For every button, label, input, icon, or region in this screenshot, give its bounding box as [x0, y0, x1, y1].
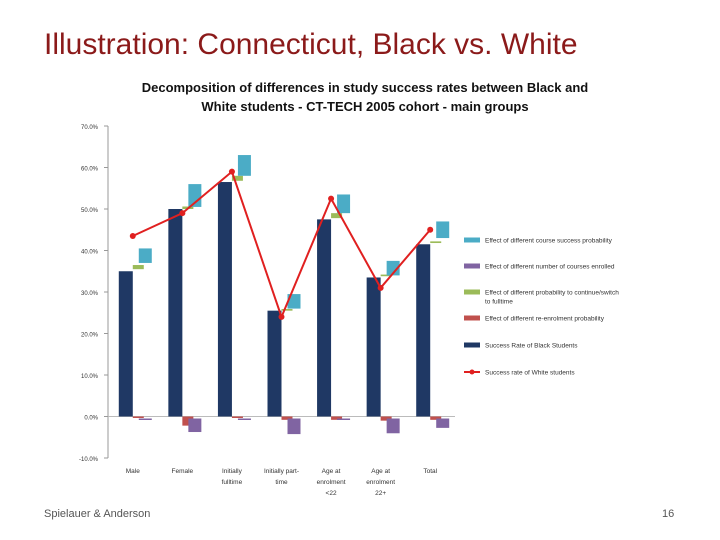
re-enrolment-effect-bar — [182, 416, 194, 426]
y-tick-label: 20.0% — [81, 333, 99, 339]
slide-title: Illustration: Connecticut, Black vs. Whi… — [44, 28, 578, 61]
footer-author: Spielauer & Anderson — [44, 508, 151, 520]
black-success-bar — [317, 219, 332, 417]
x-tick-label: Female — [172, 468, 194, 475]
chart-title-line-1: Decomposition of differences in study su… — [141, 80, 589, 95]
x-tick-label: <22 — [326, 490, 337, 497]
y-tick-label: -10.0% — [79, 457, 99, 463]
x-tick-label: Age at — [322, 468, 341, 475]
white-success-point — [278, 313, 285, 320]
x-tick-label: enrolment — [366, 479, 395, 486]
white-success-point — [328, 195, 335, 202]
re-enrolment-effect-bar — [380, 416, 392, 421]
courses-enrolled-effect-bar — [188, 418, 202, 433]
re-enrolment-effect-bar — [430, 416, 442, 420]
white-success-point — [129, 232, 136, 239]
re-enrolment-effect-bar — [231, 416, 243, 418]
legend-label: Effect of different re-enrolment probabi… — [485, 316, 605, 323]
legend-swatch — [464, 237, 480, 243]
legend-swatch — [464, 342, 480, 348]
black-success-bar — [416, 244, 431, 417]
x-tick-label: Initially — [222, 468, 243, 475]
continue-fulltime-effect-bar — [281, 309, 293, 311]
x-tick-label: Age at — [371, 468, 390, 475]
x-tick-label: fulltime — [222, 479, 243, 486]
chart-title-line-2: White students - CT-TECH 2005 cohort - m… — [201, 99, 529, 114]
page-number: 16 — [662, 508, 675, 520]
x-tick-label: 22+ — [375, 490, 386, 497]
re-enrolment-effect-bar — [331, 416, 343, 420]
courses-enrolled-effect-bar — [436, 418, 450, 428]
legend-label: Effect of different probability to conti… — [485, 290, 619, 306]
y-tick-label: 10.0% — [81, 374, 99, 380]
continue-fulltime-effect-bar — [380, 274, 392, 277]
course-success-effect-bar — [386, 260, 400, 276]
y-tick-label: 70.0% — [81, 125, 99, 131]
chart-title: Decomposition of differences in study su… — [100, 78, 630, 116]
course-success-effect-bar — [287, 294, 301, 309]
legend-swatch — [464, 289, 480, 295]
y-tick-label: 50.0% — [81, 208, 99, 214]
black-success-bar — [217, 182, 232, 417]
x-tick-label: enrolment — [317, 479, 346, 486]
courses-enrolled-effect-bar — [337, 418, 351, 420]
courses-enrolled-effect-bar — [386, 418, 400, 434]
course-success-effect-bar — [436, 221, 450, 239]
white-success-point — [228, 168, 235, 175]
y-tick-label: 40.0% — [81, 250, 99, 256]
continue-fulltime-effect-bar — [430, 241, 442, 244]
x-tick-label: Initially part- — [264, 468, 299, 475]
black-success-bar — [168, 209, 183, 417]
legend-label: Success rate of White students — [485, 370, 575, 377]
course-success-effect-bar — [138, 248, 152, 263]
courses-enrolled-effect-bar — [138, 418, 152, 420]
legend-swatch — [464, 315, 480, 321]
x-tick-label: Male — [126, 468, 140, 475]
black-success-bar — [366, 277, 381, 417]
courses-enrolled-effect-bar — [237, 418, 251, 420]
white-success-point — [179, 210, 186, 217]
legend-swatch-white-point — [469, 369, 475, 375]
y-tick-label: 30.0% — [81, 291, 99, 297]
continue-fulltime-effect-bar — [331, 213, 343, 219]
courses-enrolled-effect-bar — [287, 418, 301, 435]
course-success-effect-bar — [237, 155, 251, 176]
legend-label: Success Rate of Black Students — [485, 343, 578, 350]
legend-swatch — [464, 263, 480, 269]
white-success-point — [427, 226, 434, 233]
black-success-bar — [267, 310, 282, 417]
continue-fulltime-effect-bar — [132, 265, 144, 270]
course-success-effect-bar — [337, 194, 351, 214]
white-success-point — [377, 284, 384, 291]
y-tick-label: 60.0% — [81, 167, 99, 173]
y-tick-label: 0.0% — [84, 416, 98, 422]
x-tick-label: time — [275, 479, 288, 486]
legend-label: Effect of different number of courses en… — [485, 264, 615, 271]
continue-fulltime-effect-bar — [231, 175, 243, 181]
x-tick-label: Total — [423, 468, 437, 475]
legend-label: Effect of different course success proba… — [485, 238, 613, 245]
black-success-bar — [118, 271, 133, 417]
re-enrolment-effect-bar — [281, 416, 293, 420]
re-enrolment-effect-bar — [132, 416, 144, 418]
